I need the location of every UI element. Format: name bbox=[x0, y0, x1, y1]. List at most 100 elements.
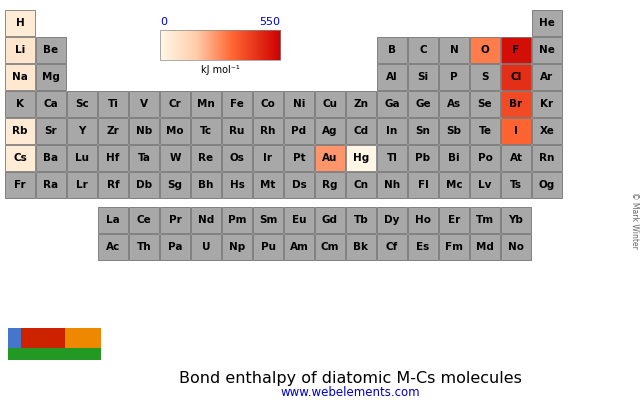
Text: Be: Be bbox=[44, 45, 59, 55]
Text: Lv: Lv bbox=[478, 180, 492, 190]
FancyBboxPatch shape bbox=[408, 207, 438, 233]
FancyBboxPatch shape bbox=[346, 234, 376, 260]
Text: Sm: Sm bbox=[259, 215, 277, 225]
Text: Pa: Pa bbox=[168, 242, 182, 252]
Text: Ho: Ho bbox=[415, 215, 431, 225]
Text: Pm: Pm bbox=[228, 215, 246, 225]
FancyBboxPatch shape bbox=[67, 91, 97, 117]
Text: Cs: Cs bbox=[13, 153, 27, 163]
Text: Nd: Nd bbox=[198, 215, 214, 225]
Text: Mt: Mt bbox=[260, 180, 276, 190]
Text: Bond enthalpy of diatomic M-Cs molecules: Bond enthalpy of diatomic M-Cs molecules bbox=[179, 370, 522, 386]
Text: Fe: Fe bbox=[230, 99, 244, 109]
Bar bbox=[269, 30, 270, 60]
Bar bbox=[212, 30, 214, 60]
Text: Np: Np bbox=[229, 242, 245, 252]
Text: Ba: Ba bbox=[44, 153, 59, 163]
Bar bbox=[207, 30, 208, 60]
Bar bbox=[243, 30, 244, 60]
Text: Am: Am bbox=[289, 242, 308, 252]
Bar bbox=[257, 30, 259, 60]
Bar bbox=[236, 30, 237, 60]
Bar bbox=[161, 30, 163, 60]
Text: Rh: Rh bbox=[260, 126, 276, 136]
Bar bbox=[165, 30, 166, 60]
Bar bbox=[245, 30, 246, 60]
Text: B: B bbox=[388, 45, 396, 55]
Bar bbox=[189, 30, 191, 60]
Text: Rg: Rg bbox=[323, 180, 338, 190]
Text: Al: Al bbox=[386, 72, 398, 82]
Text: K: K bbox=[16, 99, 24, 109]
Text: V: V bbox=[140, 99, 148, 109]
Text: Au: Au bbox=[323, 153, 338, 163]
Text: Ru: Ru bbox=[229, 126, 244, 136]
FancyBboxPatch shape bbox=[98, 172, 128, 198]
Text: Tb: Tb bbox=[354, 215, 369, 225]
Text: Fm: Fm bbox=[445, 242, 463, 252]
Text: Ne: Ne bbox=[539, 45, 555, 55]
FancyBboxPatch shape bbox=[98, 118, 128, 144]
FancyBboxPatch shape bbox=[5, 145, 35, 171]
Text: Pt: Pt bbox=[292, 153, 305, 163]
Bar bbox=[248, 30, 250, 60]
Bar bbox=[270, 30, 271, 60]
Bar bbox=[164, 30, 165, 60]
Text: Nb: Nb bbox=[136, 126, 152, 136]
Bar bbox=[237, 30, 239, 60]
Text: C: C bbox=[419, 45, 427, 55]
Bar bbox=[65, 328, 101, 348]
FancyBboxPatch shape bbox=[253, 172, 283, 198]
Text: Cm: Cm bbox=[321, 242, 339, 252]
Text: Sn: Sn bbox=[415, 126, 431, 136]
Bar bbox=[204, 30, 205, 60]
Bar bbox=[181, 30, 182, 60]
Bar bbox=[258, 30, 259, 60]
Text: Ta: Ta bbox=[138, 153, 150, 163]
Text: Ac: Ac bbox=[106, 242, 120, 252]
Bar bbox=[253, 30, 255, 60]
Bar bbox=[273, 30, 274, 60]
FancyBboxPatch shape bbox=[315, 234, 345, 260]
Bar bbox=[232, 30, 233, 60]
FancyBboxPatch shape bbox=[439, 37, 469, 63]
Text: Db: Db bbox=[136, 180, 152, 190]
FancyBboxPatch shape bbox=[532, 37, 562, 63]
Bar bbox=[176, 30, 177, 60]
Bar bbox=[173, 30, 174, 60]
Bar bbox=[187, 30, 188, 60]
Text: Ni: Ni bbox=[293, 99, 305, 109]
FancyBboxPatch shape bbox=[284, 234, 314, 260]
FancyBboxPatch shape bbox=[408, 91, 438, 117]
Text: Pr: Pr bbox=[168, 215, 181, 225]
FancyBboxPatch shape bbox=[470, 118, 500, 144]
FancyBboxPatch shape bbox=[377, 234, 407, 260]
FancyBboxPatch shape bbox=[191, 91, 221, 117]
Text: Kr: Kr bbox=[540, 99, 554, 109]
Text: Cn: Cn bbox=[353, 180, 369, 190]
Bar bbox=[262, 30, 263, 60]
Bar bbox=[217, 30, 218, 60]
FancyBboxPatch shape bbox=[408, 145, 438, 171]
Bar bbox=[8, 348, 101, 360]
FancyBboxPatch shape bbox=[439, 207, 469, 233]
Bar bbox=[165, 30, 166, 60]
FancyBboxPatch shape bbox=[129, 207, 159, 233]
Bar bbox=[179, 30, 180, 60]
Bar bbox=[215, 30, 216, 60]
Bar bbox=[196, 30, 197, 60]
Bar bbox=[179, 30, 180, 60]
Text: Cu: Cu bbox=[323, 99, 337, 109]
Bar bbox=[183, 30, 184, 60]
Text: Hf: Hf bbox=[106, 153, 120, 163]
Bar bbox=[234, 30, 236, 60]
FancyBboxPatch shape bbox=[315, 207, 345, 233]
Bar bbox=[249, 30, 250, 60]
Bar bbox=[216, 30, 217, 60]
Bar bbox=[189, 30, 190, 60]
FancyBboxPatch shape bbox=[160, 234, 190, 260]
Bar bbox=[172, 30, 173, 60]
FancyBboxPatch shape bbox=[284, 207, 314, 233]
Bar bbox=[271, 30, 273, 60]
Bar bbox=[270, 30, 271, 60]
